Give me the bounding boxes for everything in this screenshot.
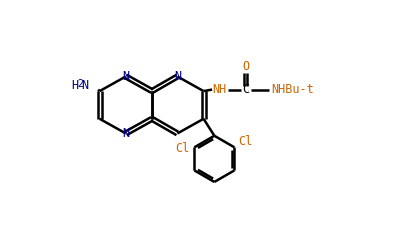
Text: N: N xyxy=(122,127,129,140)
Text: C: C xyxy=(243,83,249,96)
Text: N: N xyxy=(122,70,129,83)
Text: 2: 2 xyxy=(77,79,83,89)
Text: Cl: Cl xyxy=(175,142,189,155)
Text: Cl: Cl xyxy=(238,135,252,148)
Text: N: N xyxy=(174,70,181,83)
Text: N: N xyxy=(81,79,89,92)
Text: NHBu-t: NHBu-t xyxy=(271,83,313,96)
Text: H: H xyxy=(72,79,79,92)
Text: O: O xyxy=(243,60,249,73)
Text: NH: NH xyxy=(212,83,227,96)
